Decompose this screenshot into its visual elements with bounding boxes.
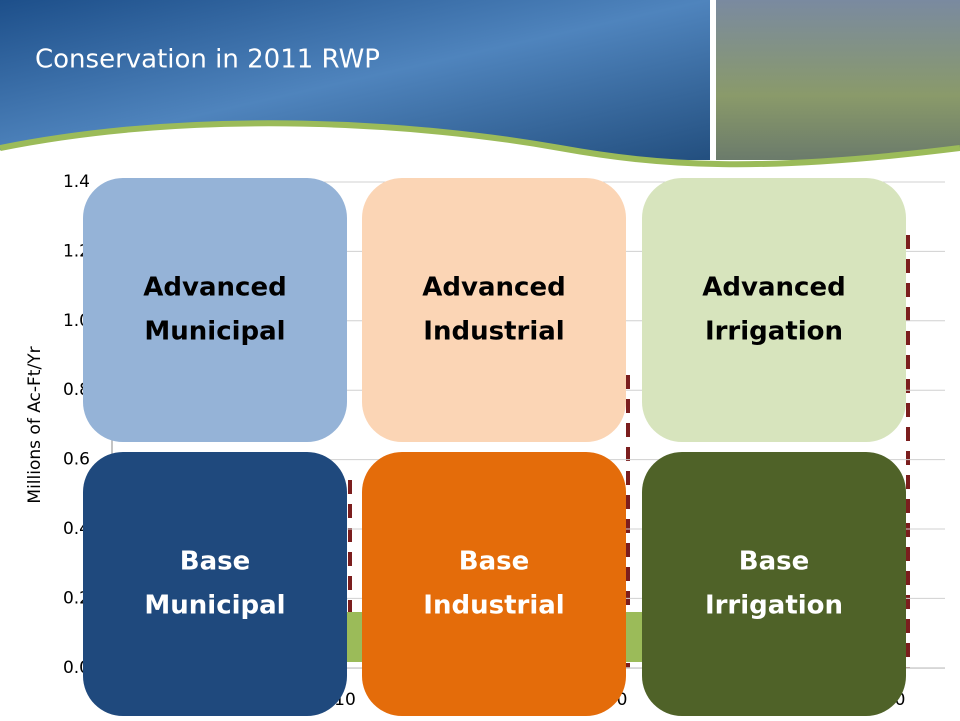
y-axis-label: Millions of Ac-Ft/Yr [25,346,45,503]
box-label: Advanced [702,273,845,303]
category-box [362,452,626,716]
slide-canvas: Conservation in 2011 RWP Millions of Ac-… [0,0,960,721]
box-label: Advanced [422,273,565,303]
box-label: Base [739,547,809,577]
box-label: Irrigation [705,591,843,621]
y-tick-label: 0.6 [63,450,90,470]
box-label: Base [180,547,250,577]
header-photo [716,0,960,160]
box-label: Industrial [423,317,564,347]
slide-title: Conservation in 2011 RWP [35,45,380,75]
slide: Conservation in 2011 RWP Millions of Ac-… [0,0,960,721]
category-box [642,178,906,442]
box-label: Irrigation [705,317,843,347]
category-box [362,178,626,442]
category-box [642,452,906,716]
category-box [83,178,347,442]
box-label: Municipal [144,591,285,621]
box-label: Base [459,547,529,577]
box-label: Advanced [143,273,286,303]
box-label: Municipal [144,317,285,347]
category-box [83,452,347,716]
y-tick-label: 1.4 [63,172,90,192]
box-label: Industrial [423,591,564,621]
